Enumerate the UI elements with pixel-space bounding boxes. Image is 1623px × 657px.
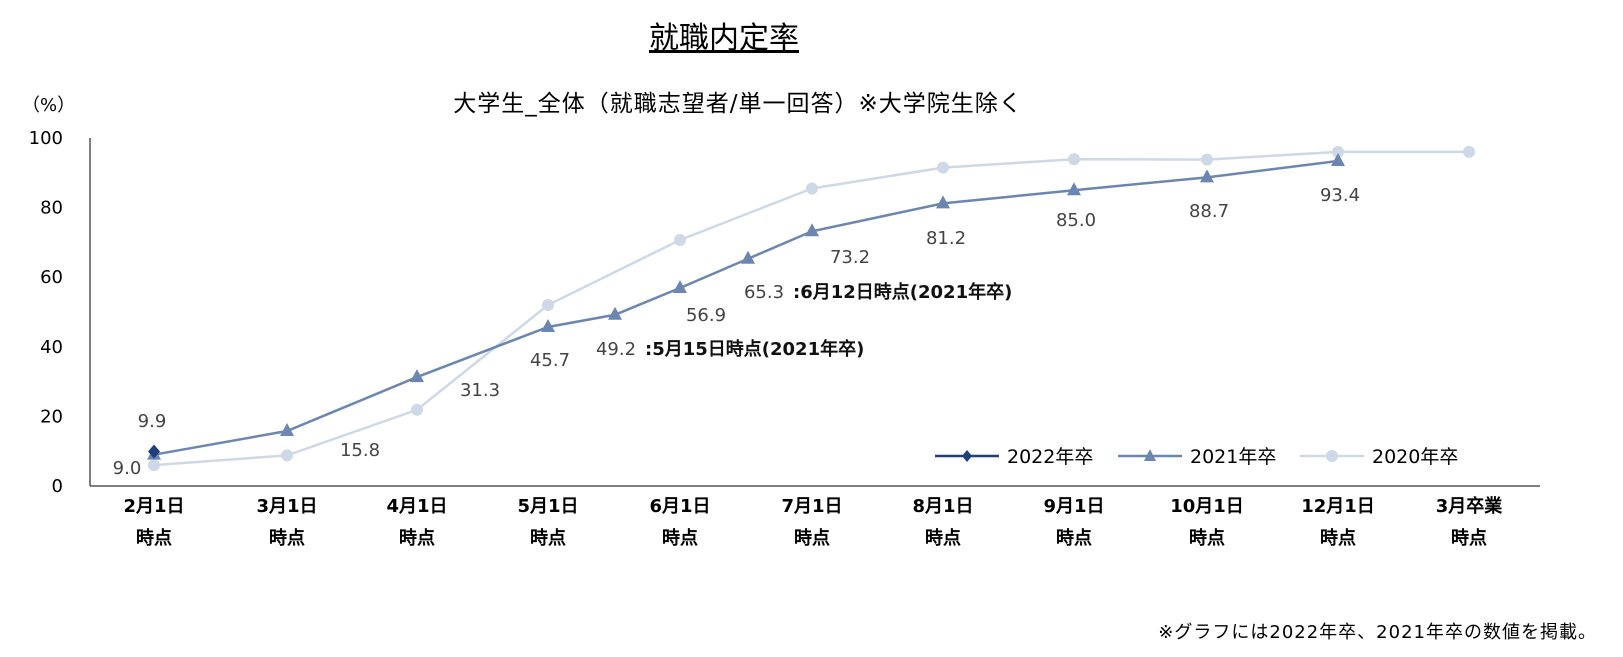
y-tick-label: 20	[40, 406, 63, 427]
data-point-marker	[542, 299, 554, 312]
data-label: 15.8	[340, 440, 380, 461]
data-point-marker	[608, 306, 622, 320]
series-line-2021年卒	[153, 159, 1339, 456]
data-label: 9.0	[113, 458, 142, 479]
legend-label: 2021年卒	[1190, 446, 1276, 468]
y-unit-label: （%）	[22, 95, 75, 116]
axes	[89, 138, 1540, 487]
data-point-marker	[937, 161, 949, 174]
annotation-label: :6月12日時点(2021年卒)	[793, 281, 1012, 303]
annotations: :5月15日時点(2021年卒) :6月12日時点(2021年卒)	[645, 281, 1012, 360]
data-point-marker	[805, 223, 819, 237]
data-point-marker	[741, 250, 755, 264]
data-point-marker	[1067, 182, 1081, 196]
data-point-marker	[936, 195, 950, 209]
data-point-marker	[1200, 169, 1214, 183]
data-label: 49.2	[596, 339, 636, 360]
data-label: 56.9	[686, 305, 726, 326]
data-labels: 9.9 9.0 15.8 31.3 45.7 49.2 56.9 65.3 73.2 81.2 85…	[113, 185, 1360, 479]
x-ticks: 2月1日時点 3月1日時点 4月1日時点 5月1日時点 6月1日時点 7月1日時点 8月1日…	[123, 495, 1503, 549]
legend-marker	[1144, 449, 1156, 461]
data-point-marker	[1463, 145, 1475, 158]
chart-subtitle: 大学生_全体（就職志望者/単一回答）※大学院生除く	[453, 91, 1023, 117]
x-tick-label: 8月1日時点	[912, 496, 973, 549]
data-point-marker	[148, 444, 160, 459]
legend-marker	[1326, 450, 1338, 462]
data-point-marker	[673, 279, 687, 293]
data-label: 65.3	[744, 282, 784, 303]
y-tick-label: 80	[40, 198, 63, 219]
legend-label: 2022年卒	[1007, 446, 1093, 468]
legend-label: 2020年卒	[1372, 446, 1458, 468]
data-point-marker	[148, 459, 160, 472]
data-point-marker	[1331, 152, 1345, 166]
x-tick-label: 4月1日時点	[386, 496, 447, 549]
series-line-2020年卒	[153, 150, 1469, 467]
data-point-marker	[541, 318, 555, 332]
y-tick-label: 0	[52, 476, 63, 497]
data-point-marker	[806, 182, 818, 195]
data-label: 31.3	[460, 380, 500, 401]
x-tick-label: 3月1日時点	[256, 496, 317, 549]
x-tick-label: 7月1日時点	[781, 496, 842, 549]
data-label: 73.2	[830, 247, 870, 268]
x-tick-label: 10月1日時点	[1170, 496, 1244, 549]
data-point-marker	[410, 369, 424, 383]
x-tick-label: 5月1日時点	[517, 496, 578, 549]
data-point-marker	[1332, 145, 1344, 158]
data-label: 88.7	[1189, 201, 1229, 222]
x-tick-label: 2月1日時点	[123, 496, 184, 549]
y-tick-label: 60	[40, 267, 63, 288]
data-point-marker	[411, 403, 423, 416]
x-tick-label: 3月卒業時点	[1436, 495, 1504, 549]
data-label: 9.9	[138, 411, 167, 432]
y-tick-label: 100	[29, 128, 63, 149]
data-label: 45.7	[530, 350, 570, 371]
data-label: 85.0	[1056, 210, 1096, 231]
data-point-marker	[280, 423, 294, 437]
data-point-marker	[1201, 153, 1213, 166]
series-lines	[153, 150, 1469, 467]
data-point-marker	[674, 233, 686, 246]
y-tick-label: 40	[40, 337, 63, 358]
x-tick-label: 12月1日時点	[1301, 496, 1375, 549]
chart-title: 就職内定率	[649, 21, 799, 56]
legend: 2022年卒 2021年卒 2020年卒	[935, 446, 1458, 468]
data-label: 81.2	[926, 228, 966, 249]
annotation-label: :5月15日時点(2021年卒)	[645, 338, 864, 360]
legend-marker	[962, 450, 972, 462]
x-tick-label: 9月1日時点	[1043, 496, 1104, 549]
y-ticks: 0 20 40 60 80 100	[29, 128, 63, 497]
footnote: ※グラフには2022年卒、2021年卒の数値を掲載。	[1158, 622, 1597, 643]
data-point-marker	[1068, 153, 1080, 166]
x-tick-label: 6月1日時点	[649, 496, 710, 549]
data-label: 93.4	[1320, 185, 1360, 206]
data-point-marker	[281, 449, 293, 462]
series-markers	[147, 145, 1475, 472]
